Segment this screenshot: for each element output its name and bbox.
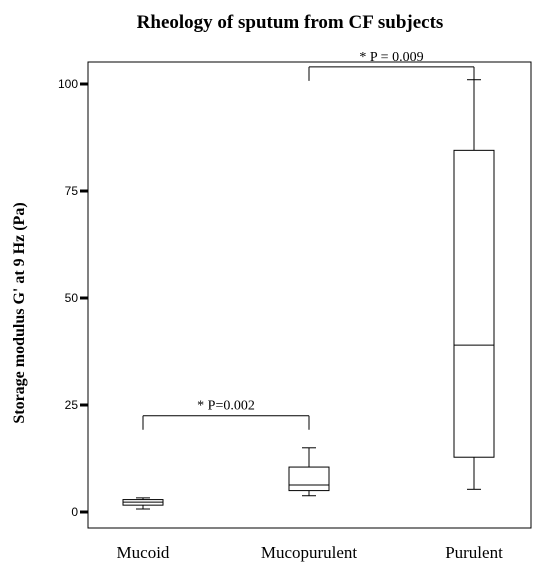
category-label: Purulent — [445, 543, 503, 562]
iqr-box — [453, 149, 495, 458]
box-mucoid — [122, 497, 164, 510]
significance-annotations: * P=0.002 * P = 0.009 — [142, 50, 475, 430]
y-tick-label: 25 — [65, 398, 79, 412]
p-value-label: * P = 0.009 — [359, 50, 423, 65]
y-tick-label: 100 — [58, 77, 78, 91]
category-labels: Mucoid Mucopurulent Purulent — [117, 543, 504, 562]
plot-area-frame — [87, 61, 532, 529]
box-mucopurulent — [288, 447, 330, 497]
p-value-label: * P=0.002 — [197, 399, 255, 414]
box-series — [122, 79, 495, 510]
y-tick-label: 50 — [65, 291, 79, 305]
significance-bracket: * P=0.002 — [142, 399, 310, 430]
y-tick-label: 75 — [65, 184, 79, 198]
category-label: Mucopurulent — [261, 543, 358, 562]
chart-title: Rheology of sputum from CF subjects — [137, 12, 444, 33]
y-axis-label: Storage modulus G' at 9 Hz (Pa) — [11, 202, 28, 423]
y-tick-label: 0 — [71, 505, 78, 519]
iqr-box — [288, 466, 330, 492]
significance-bracket: * P = 0.009 — [308, 50, 475, 81]
box-purulent — [453, 79, 495, 490]
y-axis-ticks: 0 25 50 75 100 — [58, 77, 88, 519]
category-label: Mucoid — [117, 543, 170, 562]
